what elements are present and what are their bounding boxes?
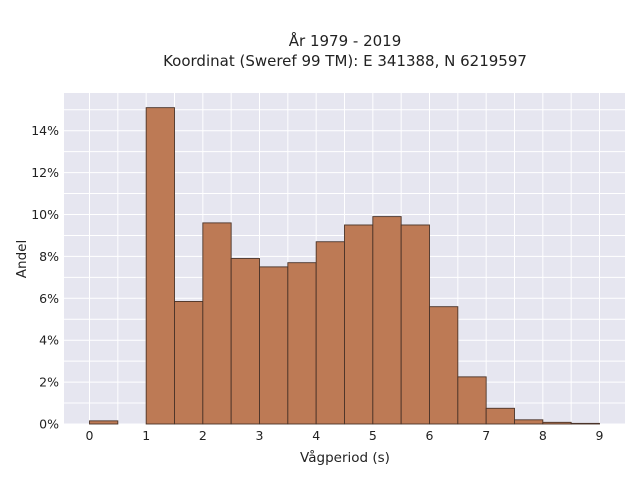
x-tick-label: 3 [256,428,264,443]
y-tick-label: 14% [31,123,59,138]
x-tick-label: 5 [369,428,377,443]
y-tick-label: 12% [31,165,59,180]
histogram-bar [457,376,487,425]
chart-title-line-2: Koordinat (Sweref 99 TM): E 341388, N 62… [163,52,527,70]
x-tick-label: 2 [199,428,207,443]
x-tick-label: 7 [482,428,490,443]
histogram-bar [485,407,515,425]
y-axis-ticks: 0% 2% 4% 6% 8% 10% 12% 14% [31,123,59,431]
histogram-bar [315,241,345,425]
histogram-bar [230,258,260,425]
chart-title-line-1: År 1979 - 2019 [289,31,402,50]
histogram-bar [287,262,317,425]
x-axis-label: Vågperiod (s) [300,449,390,466]
histogram-bar [174,300,204,425]
histogram-bar [344,224,374,425]
histogram-bar [400,224,430,425]
y-tick-label: 4% [39,333,59,348]
x-axis-ticks: 0 1 2 3 4 5 6 7 8 9 [86,428,604,443]
x-tick-label: 9 [596,428,604,443]
bars [89,107,600,425]
histogram-bar [89,420,119,425]
y-tick-label: 0% [39,417,59,432]
histogram-bar [570,422,600,425]
x-tick-label: 8 [539,428,547,443]
x-tick-label: 1 [142,428,150,443]
y-tick-label: 10% [31,207,59,222]
x-tick-label: 6 [426,428,434,443]
x-tick-label: 0 [86,428,94,443]
histogram-bar [145,107,175,425]
y-tick-label: 2% [39,375,59,390]
y-tick-label: 8% [39,249,59,264]
x-tick-label: 4 [312,428,320,443]
histogram-bar [514,419,544,425]
histogram-bar [372,216,402,425]
histogram-bar [202,222,232,425]
histogram-bar [259,266,289,425]
histogram-bar [429,306,459,425]
y-axis-label: Andel [14,240,30,278]
y-tick-label: 6% [39,291,59,306]
histogram-bar [542,421,572,425]
